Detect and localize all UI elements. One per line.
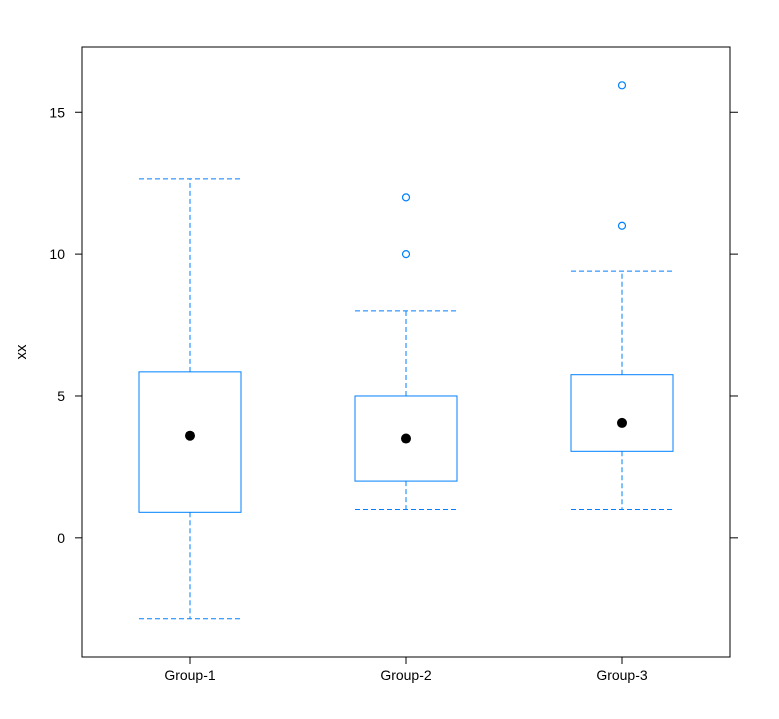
boxes — [138, 81, 674, 620]
x-tick-label: Group-3 — [596, 667, 648, 683]
outlier-point — [617, 81, 627, 90]
box — [354, 395, 458, 482]
outlier-point — [617, 221, 627, 230]
outlier-point — [401, 193, 411, 202]
median-dot — [185, 430, 195, 441]
y-axis-left: 0 5 10 15 — [49, 104, 82, 546]
box — [138, 371, 242, 513]
x-tick-label: Group-2 — [380, 667, 432, 683]
outlier-point — [401, 250, 411, 259]
box-group — [138, 178, 242, 620]
median-dot — [401, 433, 411, 444]
y-tick-label: 0 — [57, 530, 65, 546]
x-tick-label: Group-1 — [164, 667, 216, 683]
box-group — [354, 193, 458, 510]
y-tick-label: 10 — [49, 246, 65, 262]
median-dot — [617, 417, 627, 428]
box — [570, 374, 674, 452]
box-group — [570, 81, 674, 510]
y-axis-right — [730, 111, 738, 539]
y-tick-label: 15 — [49, 104, 65, 120]
x-axis: Group-1 Group-2 Group-3 — [164, 657, 648, 683]
y-tick-label: 5 — [57, 388, 65, 404]
y-axis-title: xx — [13, 344, 30, 360]
